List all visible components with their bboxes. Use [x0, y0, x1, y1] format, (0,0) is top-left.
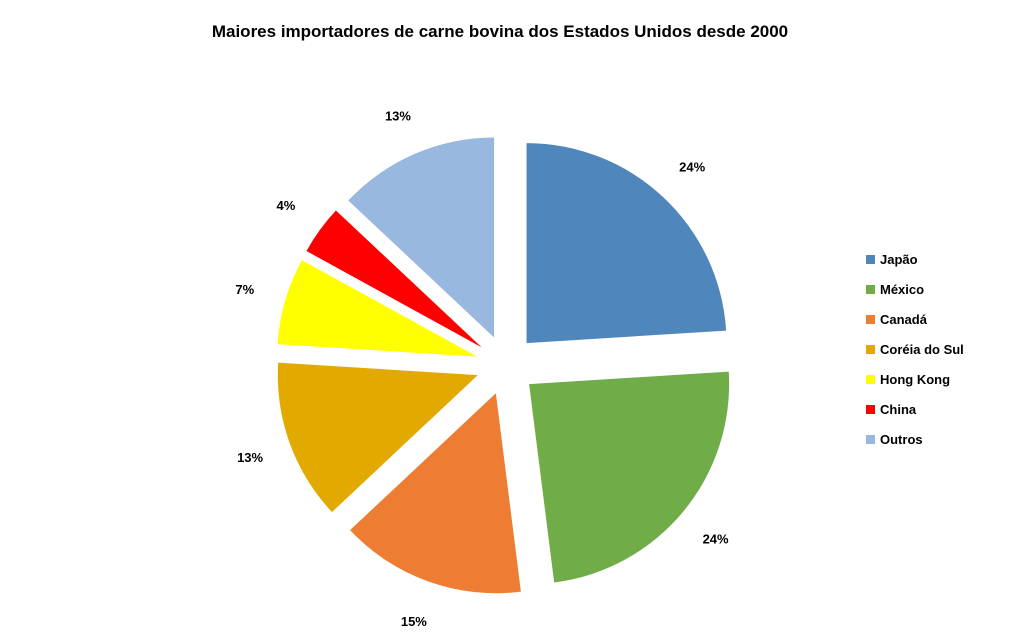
legend-label: México [880, 281, 925, 297]
legend-item-outros: Outros [866, 424, 964, 454]
legend: Japão México Canadá Coréia do Sul Hong Kong C… [866, 244, 964, 454]
legend-swatch [866, 314, 875, 324]
legend-swatch [866, 374, 875, 384]
legend-item-japao: Japão [866, 244, 964, 274]
legend-swatch [866, 254, 875, 264]
legend-item-hong-kong: Hong Kong [866, 364, 964, 394]
data-label-canada: 15% [401, 614, 427, 629]
pie-slice-outros [348, 137, 495, 338]
pie-slice-coreia-do-sul [277, 362, 478, 513]
data-label-mexico: 24% [703, 531, 729, 546]
pie-slice-japao [526, 143, 727, 344]
pie-slice-hong-kong [277, 260, 478, 357]
legend-label: Hong Kong [880, 371, 951, 387]
legend-item-canada: Canadá [866, 304, 964, 334]
pie-slice-mexico [529, 371, 730, 583]
legend-item-mexico: México [866, 274, 964, 304]
legend-swatch [866, 344, 875, 354]
legend-swatch [866, 434, 875, 444]
legend-label: China [880, 401, 917, 417]
legend-label: Outros [880, 431, 923, 447]
data-label-japao: 24% [679, 160, 705, 175]
data-label-outros: 13% [385, 108, 411, 123]
legend-swatch [866, 284, 875, 294]
pie-slice-canada [350, 393, 521, 594]
data-label-china: 4% [277, 198, 296, 213]
legend-item-coreia-do-sul: Coréia do Sul [866, 334, 964, 364]
legend-item-china: China [866, 394, 964, 424]
chart-title: Maiores importadores de carne bovina dos… [211, 22, 789, 41]
data-label-coreia-do-sul: 13% [237, 450, 263, 465]
data-label-hong-kong: 7% [235, 282, 254, 297]
legend-label: Japão [880, 251, 918, 267]
legend-label: Canadá [880, 311, 927, 327]
legend-label: Coréia do Sul [880, 341, 964, 357]
pie-slice-china [306, 210, 482, 348]
legend-swatch [866, 404, 875, 414]
